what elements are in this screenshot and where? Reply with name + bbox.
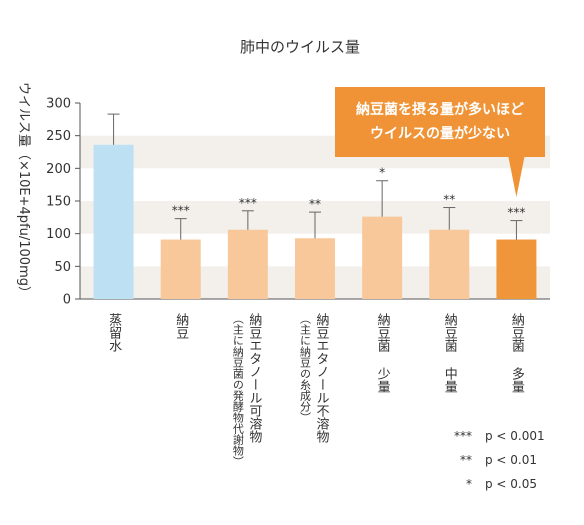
category-sublabel: （主に納豆菌の発酵物代謝物） (231, 313, 244, 467)
bar (429, 229, 470, 299)
callout-text-line: ウイルスの量が少ない (370, 125, 510, 142)
significance-mark: *** (507, 206, 525, 220)
category-label: 蒸留水 (106, 313, 122, 352)
bar (295, 238, 335, 299)
y-axis: 0 50 100 150 200 250 300 (46, 97, 550, 308)
legend-text: p < 0.01 (485, 453, 537, 467)
category-label: 納豆菌 多量 (509, 313, 525, 393)
legend-text: p < 0.001 (485, 429, 545, 443)
callout-box (335, 87, 545, 157)
significance-legend: *** p < 0.001 ** p < 0.01 * p < 0.05 (454, 429, 545, 491)
y-axis-label: ウイルス量（×10E+4pfu/100mg） (16, 82, 31, 299)
category-label: 納豆菌 中量 (442, 313, 458, 393)
callout-pointer (508, 157, 525, 197)
bar (496, 239, 537, 299)
legend-text: p < 0.05 (485, 477, 537, 491)
significance-mark: *** (172, 204, 190, 218)
chart-title: 肺中のウイルス量 (240, 38, 360, 56)
y-tick-label: 50 (54, 260, 71, 275)
category-label: 納豆 (173, 313, 189, 339)
y-tick-label: 150 (46, 195, 71, 210)
bar (227, 229, 268, 299)
bar (362, 216, 403, 299)
legend-mark: ** (460, 453, 472, 467)
bars: ****** ******** (93, 113, 537, 299)
y-tick-label: 200 (46, 162, 71, 177)
y-axis-label-group: ウイルス量（×10E+4pfu/100mg） (16, 82, 31, 299)
category-label: 納豆エタノール可溶物 (246, 313, 262, 444)
legend-mark: *** (454, 429, 472, 443)
y-tick-label: 300 (46, 97, 71, 112)
category-sublabel: （主に納豆の糸成分） (299, 313, 312, 423)
bar (93, 144, 134, 299)
y-tick-label: 250 (46, 129, 71, 144)
x-axis-labels: 蒸留水 納豆 納豆エタノール可溶物（主に納豆菌の発酵物代謝物） 納豆エタノール不溶物（… (106, 313, 524, 467)
significance-mark: *** (239, 196, 257, 210)
category-label: 納豆菌 少量 (375, 313, 391, 393)
significance-mark: ** (309, 197, 321, 211)
y-tick-label: 100 (46, 227, 71, 242)
bar (160, 239, 201, 299)
significance-mark: ** (443, 193, 455, 207)
significance-mark: * (379, 166, 385, 180)
callout-text-line: 納豆菌を摂る量が多いほど (356, 101, 524, 118)
y-tick-label: 0 (63, 293, 71, 308)
category-label: 納豆エタノール不溶物 (314, 313, 330, 444)
legend-mark: * (466, 477, 472, 491)
